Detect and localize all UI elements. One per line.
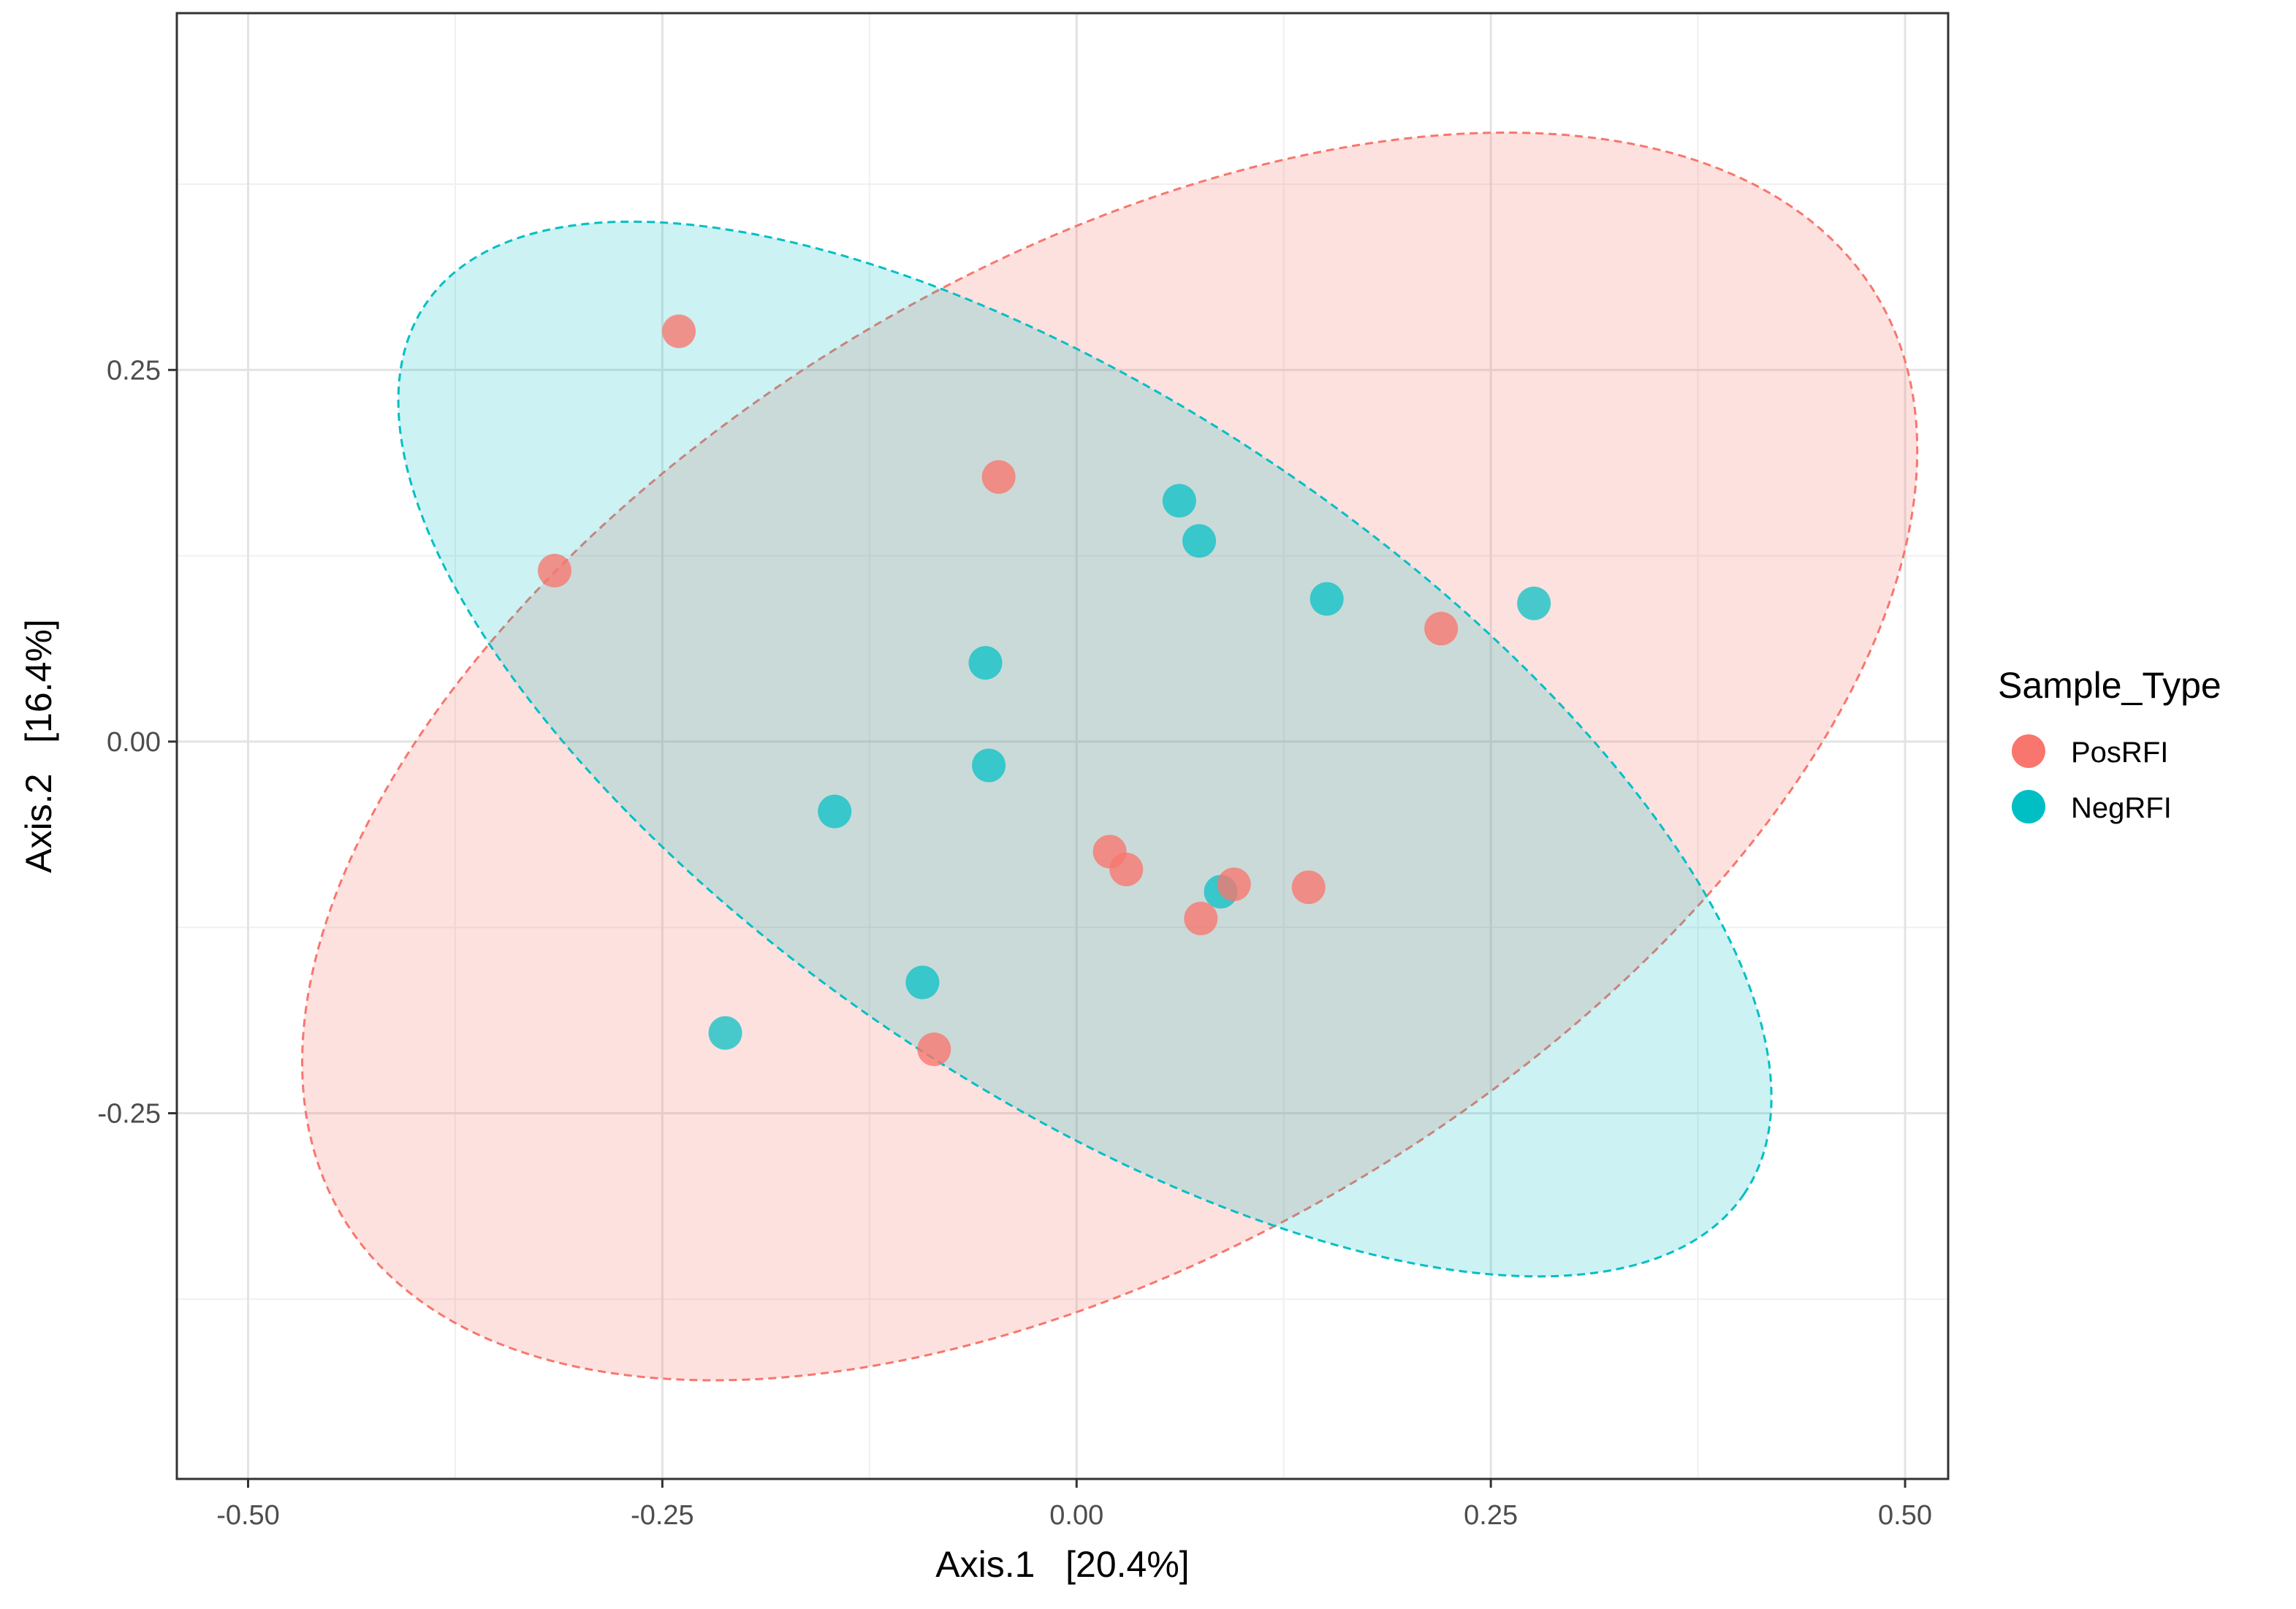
ellipse-negrfi <box>397 220 1773 1278</box>
point-posrfi <box>1109 852 1144 886</box>
plot-panel-border <box>175 12 1950 1480</box>
ellipse-posrfi <box>301 131 1919 1382</box>
confidence-ellipses <box>301 131 1919 1382</box>
point-negrfi <box>1182 524 1217 558</box>
point-negrfi <box>1309 582 1344 616</box>
point-negrfi <box>1162 484 1196 518</box>
y-axis-title: Axis.2 [16.4%] <box>18 619 59 872</box>
point-posrfi <box>1184 902 1218 935</box>
x-axis: -0.50 -0.25 0.00 0.25 0.50 <box>216 1479 1932 1531</box>
y-axis: -0.25 0.00 0.25 <box>97 355 177 1130</box>
point-negrfi <box>905 965 940 1000</box>
legend: Sample_Type PosRFI NegRFI <box>1998 665 2221 824</box>
legend-key-posrfi <box>2012 734 2045 768</box>
x-tick-label: 0.50 <box>1878 1500 1932 1531</box>
plot-panel-background <box>177 13 1948 1479</box>
x-tick-label: 0.25 <box>1464 1500 1518 1531</box>
point-posrfi <box>537 553 571 587</box>
point-negrfi <box>972 748 1006 783</box>
x-tick-label: -0.25 <box>631 1500 694 1531</box>
grid-minor <box>177 13 1948 1479</box>
legend-key-negrfi <box>2012 790 2045 823</box>
y-tick-label: 0.25 <box>107 355 161 386</box>
point-posrfi <box>1217 867 1251 902</box>
legend-label-negrfi: NegRFI <box>2071 792 2172 824</box>
point-posrfi <box>1424 612 1459 646</box>
point-negrfi <box>1517 586 1551 620</box>
legend-label-posrfi: PosRFI <box>2071 737 2168 769</box>
x-tick-label: 0.00 <box>1049 1500 1103 1531</box>
grid-major <box>177 13 1948 1479</box>
y-tick-label: 0.00 <box>107 727 161 758</box>
legend-title: Sample_Type <box>1998 665 2221 706</box>
point-negrfi <box>818 794 852 829</box>
x-tick-label: -0.50 <box>216 1500 280 1531</box>
point-negrfi <box>708 1016 742 1050</box>
point-posrfi <box>917 1032 951 1067</box>
legend-keys: PosRFI NegRFI <box>2012 734 2172 824</box>
point-posrfi <box>662 314 696 349</box>
point-posrfi <box>981 460 1016 494</box>
point-posrfi <box>1291 870 1326 905</box>
data-points <box>537 314 1551 1067</box>
y-tick-label: -0.25 <box>97 1099 161 1130</box>
point-negrfi <box>968 646 1003 680</box>
x-axis-title: Axis.1 [20.4%] <box>935 1544 1189 1585</box>
